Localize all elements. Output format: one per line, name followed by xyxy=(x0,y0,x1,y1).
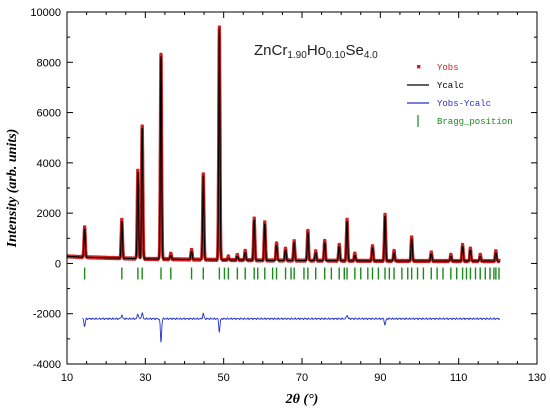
x-axis-label: 2θ (°) xyxy=(285,392,319,407)
yobs-peak-point xyxy=(120,217,124,222)
yobs-peak-point xyxy=(83,225,87,229)
series-ycalc-line xyxy=(66,28,500,262)
yobs-peak-point xyxy=(283,246,288,250)
yobs-peak-point xyxy=(226,254,230,258)
yobs-peak-point xyxy=(235,253,239,257)
yobs-peak-point xyxy=(252,216,256,220)
legend-marker-dot xyxy=(417,65,421,69)
yobs-peak-point xyxy=(306,229,310,233)
yobs-peak-point xyxy=(370,244,375,248)
legend: Yobs Ycalc Yobs-Ycalc Bragg_position xyxy=(407,63,513,127)
yobs-peak-point xyxy=(201,172,205,176)
x-tick-label: 30 xyxy=(139,372,151,384)
yobs-peak-point xyxy=(292,239,296,243)
y-tick-label: 0 xyxy=(55,258,61,270)
series-yobs-line xyxy=(65,26,502,264)
title-subscript: 4.0 xyxy=(364,50,378,61)
y-tick-label: 8000 xyxy=(37,57,61,69)
yobs-peak-point xyxy=(383,212,387,216)
yobs-peak-point xyxy=(468,246,473,250)
yobs-peak-point xyxy=(337,242,341,247)
legend-label: Bragg_position xyxy=(437,117,513,127)
yobs-peak-point xyxy=(410,235,414,239)
data-layer xyxy=(65,25,502,344)
series-difference-line xyxy=(82,312,501,344)
yobs-peak-point xyxy=(460,242,465,247)
legend-label: Yobs xyxy=(437,63,459,73)
yobs-peak-point xyxy=(189,248,194,252)
legend-label: Ycalc xyxy=(437,81,464,91)
axis-ticks: 10 30 50 70 90 110 130 -4000 -2000 0 2000 4000 6000 8… xyxy=(30,7,546,384)
y-tick-label: 2000 xyxy=(37,208,61,220)
yobs-peak-point xyxy=(136,168,140,172)
y-tick-label: 6000 xyxy=(37,108,61,120)
yobs-peak-point xyxy=(217,25,221,29)
yobs-peak-point xyxy=(243,249,247,253)
yobs-peak-point xyxy=(353,251,357,255)
x-tick-label: 10 xyxy=(61,372,73,384)
yobs-peak-point xyxy=(169,251,173,255)
chart-title: ZnCr1.90Ho0.10Se4.0 xyxy=(254,42,378,61)
x-tick-label: 110 xyxy=(450,372,468,384)
y-tick-label: -4000 xyxy=(33,359,61,371)
title-subscript: 1.90 xyxy=(287,50,307,61)
legend-label: Yobs-Ycalc xyxy=(437,99,491,109)
yobs-peak-point xyxy=(263,220,267,224)
y-tick-label: 10000 xyxy=(30,7,61,19)
title-part: Se xyxy=(345,42,363,59)
yobs-peak-point xyxy=(140,124,144,128)
yobs-peak-point xyxy=(392,249,396,253)
y-axis-label: Intensity (arb. units) xyxy=(5,129,20,249)
yobs-peak-point xyxy=(314,249,318,253)
y-tick-label: -2000 xyxy=(33,309,61,321)
title-part: ZnCr xyxy=(254,42,287,59)
x-tick-label: 90 xyxy=(374,372,386,384)
yobs-peak-point xyxy=(345,217,349,222)
title-subscript: 0.10 xyxy=(326,50,346,61)
yobs-peak-point xyxy=(429,250,433,254)
yobs-peak-point xyxy=(323,239,327,243)
yobs-peak-point xyxy=(274,241,279,245)
yobs-peak-point xyxy=(449,253,453,257)
yobs-peak-point xyxy=(494,249,498,253)
yobs-peak-point xyxy=(478,253,482,257)
yobs-peak-point xyxy=(159,53,163,57)
y-tick-label: 4000 xyxy=(37,158,61,170)
x-tick-label: 70 xyxy=(296,372,308,384)
title-part: Ho xyxy=(307,42,326,59)
x-tick-label: 50 xyxy=(218,372,230,384)
x-tick-label: 130 xyxy=(528,372,546,384)
